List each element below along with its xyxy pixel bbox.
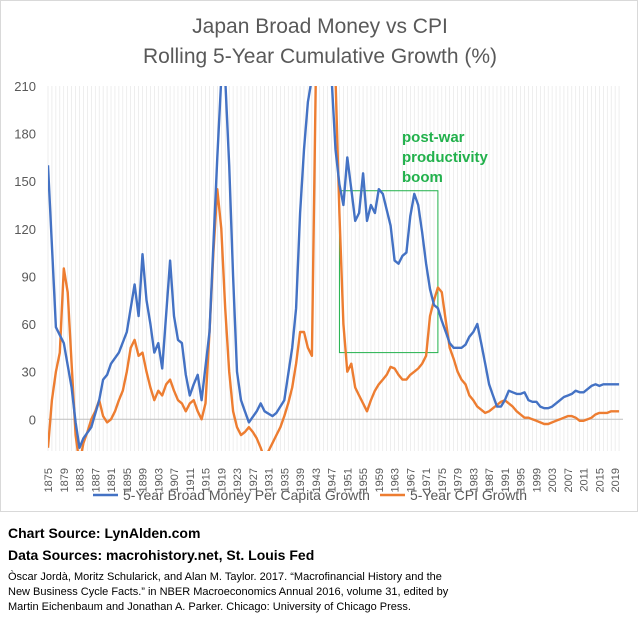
- x-tick-label: 1987: [484, 468, 496, 492]
- series-line-broad-money: [48, 86, 620, 449]
- x-tick-label: 1991: [500, 468, 512, 492]
- x-tick-label: 2015: [594, 468, 606, 492]
- x-tick-label: 1915: [201, 468, 213, 492]
- x-tick-label: 1959: [374, 468, 386, 492]
- chart-subtitle: Rolling 5-Year Cumulative Growth (%): [143, 45, 497, 68]
- x-tick-label: 1891: [106, 468, 118, 492]
- x-tick-label: 1963: [390, 468, 402, 492]
- annotation-line-2: productivity: [402, 149, 488, 166]
- grid: [47, 86, 620, 451]
- post-war-boom-box: [338, 190, 439, 354]
- x-tick-label: 1875: [43, 468, 55, 492]
- x-tick-label: 1923: [232, 468, 244, 492]
- x-tick-label: 1907: [169, 468, 181, 492]
- x-tick-label: 1927: [248, 468, 260, 492]
- x-tick-label: 1939: [295, 468, 307, 492]
- legend-label-money: 5-Year Broad Money Per Capita Growth: [123, 487, 370, 503]
- x-tick-label: 1887: [90, 468, 102, 492]
- citation-line-3: Martin Eichenbaum and Jonathan A. Parker…: [8, 601, 411, 613]
- y-axis-ticks: 0 30 60 90 120 150 180 210: [14, 79, 36, 427]
- x-tick-label: 1947: [327, 468, 339, 492]
- x-tick-label: 2019: [610, 468, 622, 492]
- citation-line-1: Òscar Jordà, Moritz Schularick, and Alan…: [8, 571, 442, 583]
- y-tick-label: 90: [22, 269, 36, 284]
- y-tick-label: 210: [14, 79, 36, 94]
- x-tick-label: 1979: [453, 468, 465, 492]
- x-tick-label: 2007: [563, 468, 575, 492]
- y-tick-label: 120: [14, 222, 36, 237]
- x-tick-label: 1899: [138, 468, 150, 492]
- x-tick-label: 1955: [358, 468, 370, 492]
- source-notes: Chart Source: LynAlden.com Data Sources:…: [8, 524, 633, 615]
- x-tick-label: 1935: [279, 468, 291, 492]
- chart-title: Japan Broad Money vs CPI: [192, 15, 448, 38]
- x-tick-label: 1971: [421, 468, 433, 492]
- legend: 5-Year Broad Money Per Capita Growth 5-Y…: [93, 487, 527, 503]
- x-tick-label: 1983: [468, 468, 480, 492]
- annotation-line-3: boom: [402, 169, 443, 186]
- x-tick-label: 1931: [264, 468, 276, 492]
- x-tick-label: 1967: [405, 468, 417, 492]
- data-sources-text: Data Sources: macrohistory.net, St. Loui…: [8, 547, 315, 563]
- x-tick-label: 1879: [59, 468, 71, 492]
- series-layer: [48, 86, 620, 451]
- post-war-boom-annotation: post-war productivity boom: [402, 129, 488, 186]
- y-tick-label: 0: [29, 412, 36, 427]
- chart-frame: [0, 0, 638, 512]
- x-axis-ticks: 1875 1879 1883 1887 1891 1895 1899 1903 1907 1911…: [43, 468, 622, 492]
- x-tick-label: 1995: [516, 468, 528, 492]
- x-tick-label: 1911: [185, 468, 197, 492]
- x-tick-label: 2003: [547, 468, 559, 492]
- citation-line-2: New Business Cycle Facts.” in NBER Macro…: [8, 586, 449, 598]
- x-tick-label: 1999: [531, 468, 543, 492]
- chart: Japan Broad Money vs CPI Rolling 5-Year …: [14, 15, 623, 503]
- y-tick-label: 180: [14, 127, 36, 142]
- x-tick-label: 1895: [122, 468, 134, 492]
- legend-label-cpi: 5-Year CPI Growth: [410, 487, 527, 503]
- x-tick-label: 1919: [216, 468, 228, 492]
- x-tick-label: 1975: [437, 468, 449, 492]
- series-line-cpi: [48, 86, 620, 451]
- x-tick-label: 1903: [153, 468, 165, 492]
- x-tick-label: 2011: [579, 468, 591, 492]
- x-tick-label: 1951: [342, 468, 354, 492]
- chart-source-text: Chart Source: LynAlden.com: [8, 525, 201, 541]
- x-tick-label: 1943: [311, 468, 323, 492]
- y-tick-label: 30: [22, 365, 36, 380]
- y-tick-label: 60: [22, 317, 36, 332]
- citation-text: Òscar Jordà, Moritz Schularick, and Alan…: [8, 570, 633, 615]
- annotation-line-1: post-war: [402, 129, 465, 146]
- x-tick-label: 1883: [75, 468, 87, 492]
- y-tick-label: 150: [14, 174, 36, 189]
